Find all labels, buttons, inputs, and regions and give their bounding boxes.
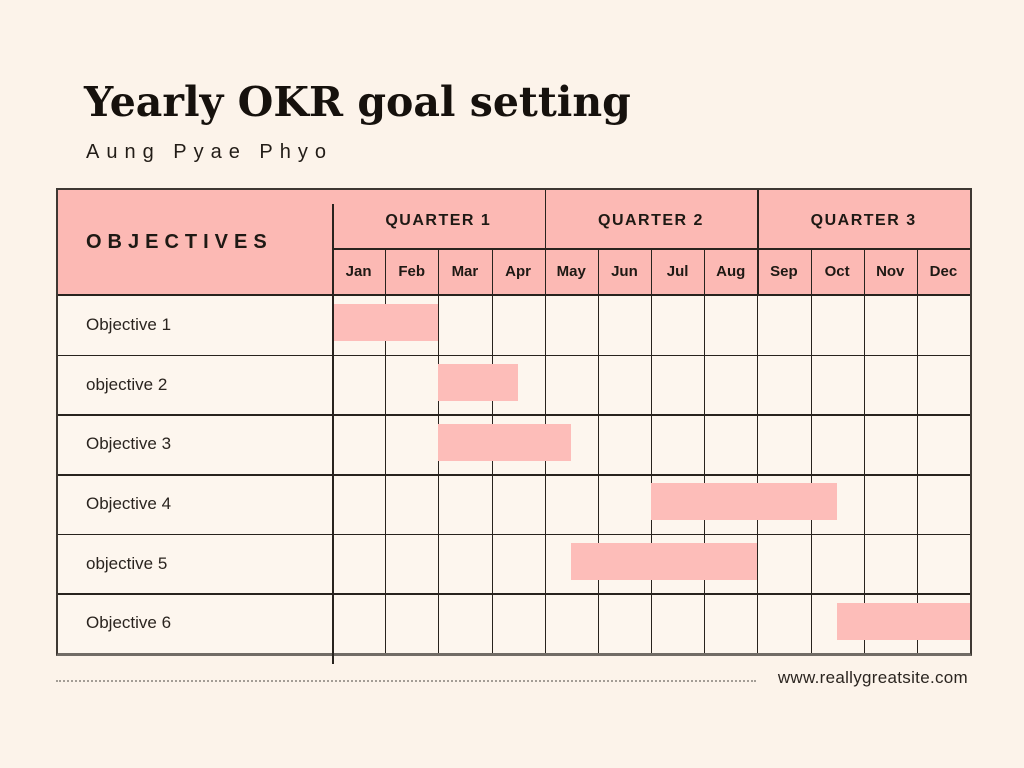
page-subtitle: Aung Pyae Phyo (86, 141, 333, 163)
grid-row-separator (58, 533, 970, 536)
month-header-label: Jun (611, 263, 638, 280)
footer-url: www.reallygreatsite.com (777, 668, 968, 687)
gantt-bar (651, 483, 838, 521)
month-header-label: May (556, 263, 586, 280)
quarter-header-label: QUARTER 3 (810, 212, 917, 229)
month-header-label: Feb (398, 263, 426, 280)
gantt-bar (438, 423, 572, 461)
gantt-bar (438, 364, 519, 401)
grid-month-divider (863, 248, 865, 295)
grid-month-divider (651, 248, 652, 295)
grid-row-separator (58, 414, 970, 416)
footer-divider-line (56, 680, 756, 682)
objectives-divider-line (332, 204, 334, 664)
objective-row-label: objective 5 (86, 553, 168, 573)
table-header-band (58, 190, 970, 295)
page-title: Yearly OKR goal setting (84, 78, 631, 126)
grid-row-separator (58, 354, 970, 357)
quarter-header-label: QUARTER 1 (385, 212, 492, 229)
grid-row-separator (58, 474, 970, 476)
objective-row-label: objective 2 (86, 374, 168, 394)
month-header-label: Nov (876, 263, 905, 280)
okr-gantt-table: OBJECTIVES QUARTER 1 QUARTER 2 QUARTER 3 Jan… (56, 188, 972, 664)
month-header-label: Jul (666, 263, 689, 280)
objective-row-label: Objective 4 (86, 494, 172, 513)
grid-month-divider (385, 248, 387, 295)
month-header-label: Aug (716, 263, 746, 280)
grid-row-separator (58, 593, 970, 595)
month-header-label: Dec (929, 263, 958, 280)
month-header-label: Jan (345, 263, 372, 280)
grid-header-bottom-line (58, 294, 970, 296)
grid-month-divider (597, 248, 599, 295)
quarter-header-label: QUARTER 2 (598, 212, 704, 229)
month-header-label: Apr (505, 263, 531, 280)
grid-month-divider (810, 248, 812, 295)
grid-month-divider (916, 248, 918, 295)
grid-header-split-line (332, 248, 970, 250)
month-header-label: Oct (824, 263, 850, 280)
grid-quarter-divider (544, 190, 547, 295)
gantt-bar (571, 543, 758, 580)
month-header-label: Sep (770, 263, 798, 280)
objectives-header-label: OBJECTIVES (86, 231, 273, 253)
grid-quarter-divider (757, 190, 759, 295)
gantt-bar (837, 602, 970, 640)
objective-row-label: Objective 6 (86, 613, 172, 633)
objective-row-label: Objective 1 (86, 315, 172, 334)
month-header-label: Mar (451, 263, 479, 280)
grid-month-divider (491, 248, 493, 295)
grid-month-divider (704, 248, 706, 295)
objective-row-label: Objective 3 (86, 434, 172, 454)
gantt-bar (332, 304, 439, 342)
grid-month-divider (438, 248, 440, 295)
